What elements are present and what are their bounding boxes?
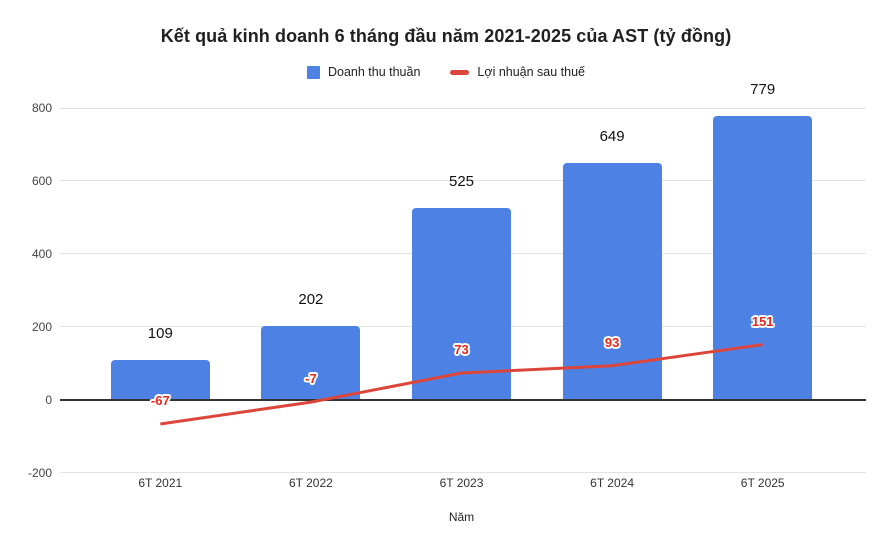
line-value-label: 93 xyxy=(604,334,620,350)
line-value-label: 73 xyxy=(454,341,469,357)
x-axis-zero-line xyxy=(60,398,866,401)
gridline-y-200 xyxy=(60,472,866,473)
line-value-label: 151 xyxy=(751,313,774,329)
legend-label: Doanh thu thuần xyxy=(327,65,421,79)
bar-6T-2024 xyxy=(562,163,662,400)
y-axis-tick-label: 200 xyxy=(31,319,52,334)
chart-legend: Doanh thu thuần Lợi nhuận sau thuế xyxy=(0,62,892,82)
bar-6T-2023 xyxy=(412,208,511,400)
bar-value-label: 649 xyxy=(599,128,625,146)
bar-value-label: 525 xyxy=(448,173,475,191)
y-axis-tick-label: 600 xyxy=(31,173,52,188)
bar-6T-2025 xyxy=(713,115,813,400)
line-value-label: -67 xyxy=(150,393,170,409)
bar-value-label: 202 xyxy=(298,290,324,308)
y-axis-tick-label: 800 xyxy=(31,101,52,115)
bar-6T-2022 xyxy=(261,325,361,400)
legend-item-doanh-thu-thuan: Doanh thu thuần xyxy=(306,65,421,79)
line-value-label: -7 xyxy=(305,371,317,387)
bar-value-label: 779 xyxy=(750,80,776,98)
x-axis-tick-label: 6T 2023 xyxy=(439,476,484,490)
x-axis-tick-label: 6T 2025 xyxy=(740,476,785,490)
legend-label: Lợi nhuận sau thuế xyxy=(477,65,586,79)
legend-item-loi-nhuan-sau-thue: Lợi nhuận sau thuế xyxy=(450,65,585,79)
x-axis-title: Năm xyxy=(448,510,475,524)
bar-series-swatch-icon xyxy=(306,65,320,79)
y-axis-tick-label: 0 xyxy=(45,392,52,407)
bar-value-label: 109 xyxy=(147,324,173,342)
x-axis-tick-label: 6T 2024 xyxy=(590,476,635,490)
x-axis-tick-label: 6T 2022 xyxy=(288,476,333,490)
y-axis-tick-label: 400 xyxy=(31,246,52,261)
y-axis-tick-label: -200 xyxy=(27,465,52,480)
gridline-y600 xyxy=(60,180,866,182)
gridline-y800 xyxy=(60,107,866,109)
chart-title: Kết quả kinh doanh 6 tháng đầu năm 2021-… xyxy=(160,26,732,46)
x-axis-tick-label: 6T 2021 xyxy=(138,476,183,490)
line-series-swatch-icon xyxy=(450,69,470,75)
